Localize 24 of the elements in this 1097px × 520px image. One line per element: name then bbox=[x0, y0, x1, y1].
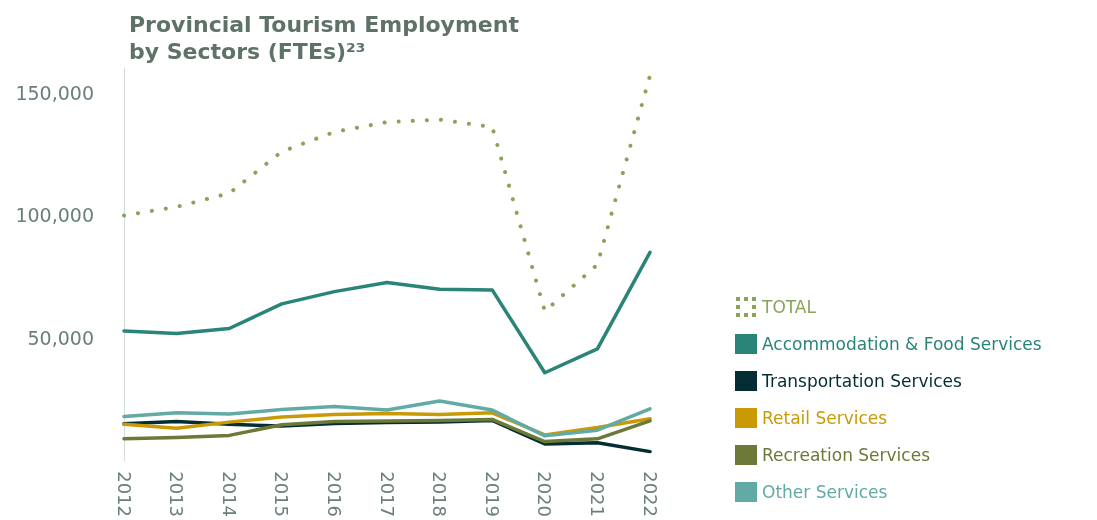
line-series bbox=[122, 250, 652, 375]
x-tick-label: 2015 bbox=[271, 471, 293, 517]
x-tick-label: 2013 bbox=[166, 471, 188, 517]
chart-title: Provincial Tourism Employment by Sectors (FTEs)²³ bbox=[129, 12, 520, 64]
x-tick-label: 2016 bbox=[323, 471, 345, 517]
line-series bbox=[122, 399, 652, 438]
x-tick-label: 2017 bbox=[376, 471, 398, 517]
legend-label: TOTAL bbox=[761, 297, 817, 317]
legend-label: Retail Services bbox=[762, 408, 888, 428]
y-tick-label: 150,000 bbox=[15, 81, 94, 104]
legend-label: Recreation Services bbox=[762, 445, 931, 465]
legend-label: Other Services bbox=[762, 482, 888, 502]
legend-label: Accommodation & Food Services bbox=[762, 334, 1042, 354]
y-tick-label: 100,000 bbox=[15, 204, 94, 227]
x-tick-label: 2022 bbox=[639, 471, 661, 517]
legend-label: Transportation Services bbox=[761, 371, 962, 391]
x-tick-label: 2014 bbox=[218, 471, 240, 517]
y-tick-label: 50,000 bbox=[27, 327, 94, 350]
x-tick-label: 2021 bbox=[586, 471, 608, 517]
x-tick-label: 2018 bbox=[429, 471, 451, 517]
x-tick-label: 2019 bbox=[481, 471, 503, 517]
x-tick-label: 2012 bbox=[113, 471, 135, 517]
x-tick-label: 2020 bbox=[534, 471, 556, 517]
line-series bbox=[122, 417, 652, 444]
